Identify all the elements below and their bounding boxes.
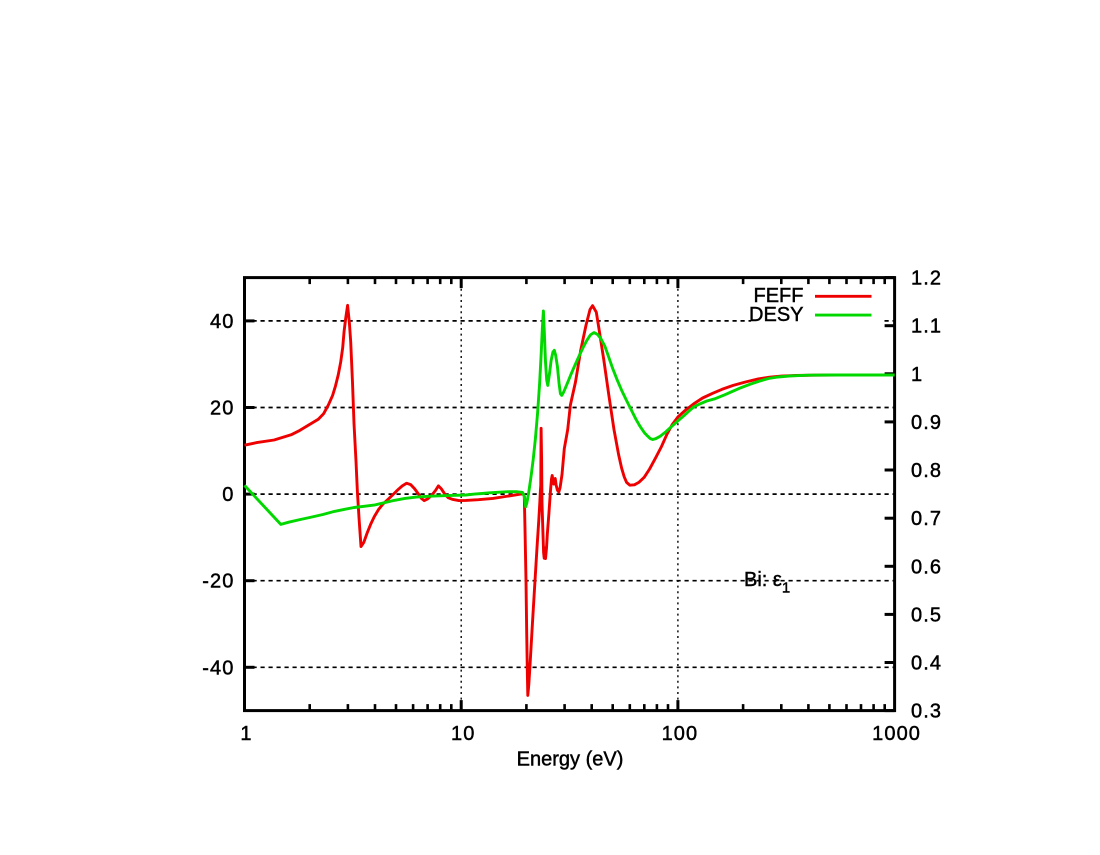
svg-text:0.8: 0.8 [911, 460, 942, 482]
svg-text:0.7: 0.7 [911, 508, 942, 530]
svg-text:1.2: 1.2 [911, 268, 942, 290]
svg-text:-40: -40 [202, 657, 234, 679]
svg-text:0.5: 0.5 [911, 604, 942, 626]
svg-text:0.6: 0.6 [911, 556, 942, 578]
svg-text:1: 1 [911, 364, 923, 386]
svg-text:1.1: 1.1 [911, 316, 942, 338]
svg-text:FEFF: FEFF [754, 285, 804, 307]
svg-text:1000: 1000 [872, 723, 921, 745]
svg-text:Energy (eV): Energy (eV) [517, 749, 624, 771]
svg-text:10: 10 [451, 723, 475, 745]
svg-text:1: 1 [240, 723, 252, 745]
svg-text:0.3: 0.3 [911, 701, 942, 723]
svg-text:20: 20 [210, 398, 234, 420]
svg-text:40: 40 [210, 311, 234, 333]
svg-text:0.9: 0.9 [911, 412, 942, 434]
svg-text:DESY: DESY [749, 304, 803, 326]
svg-text:-20: -20 [202, 571, 234, 593]
svg-text:100: 100 [662, 723, 699, 745]
svg-text:0: 0 [222, 484, 234, 506]
svg-text:0.4: 0.4 [911, 653, 942, 675]
